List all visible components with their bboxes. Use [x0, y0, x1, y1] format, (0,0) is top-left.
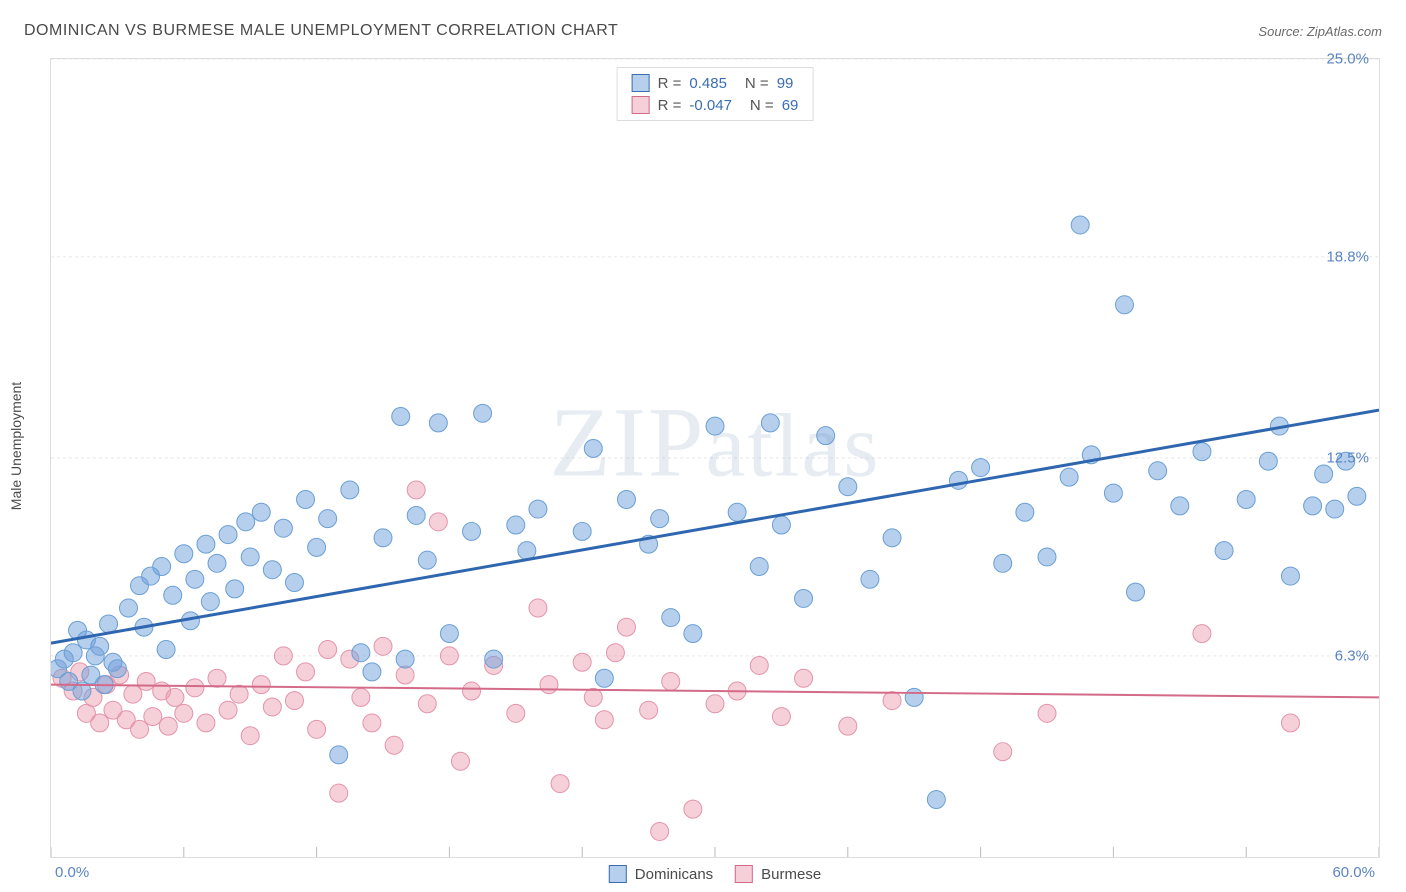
page-title: DOMINICAN VS BURMESE MALE UNEMPLOYMENT C…: [24, 22, 618, 40]
swatch-blue: [632, 74, 650, 92]
r-label: R =: [658, 75, 682, 92]
n-value-burmese: 69: [782, 97, 799, 114]
legend-item-burmese: Burmese: [735, 865, 821, 883]
source-credit: Source: ZipAtlas.com: [1258, 24, 1382, 39]
legend-row-dominicans: R = 0.485 N = 99: [632, 74, 799, 92]
y-tick-label: 6.3%: [1335, 647, 1369, 664]
legend-label-burmese: Burmese: [761, 866, 821, 883]
y-tick-label: 12.5%: [1326, 450, 1369, 467]
y-tick-label: 25.0%: [1326, 51, 1369, 68]
y-tick-label: 18.8%: [1326, 248, 1369, 265]
x-axis-min-label: 0.0%: [55, 864, 89, 881]
y-axis-label: Male Unemployment: [8, 382, 24, 510]
swatch-pink: [632, 96, 650, 114]
r-label: R =: [658, 97, 682, 114]
swatch-blue: [609, 865, 627, 883]
n-label: N =: [745, 75, 769, 92]
n-value-dominicans: 99: [777, 75, 794, 92]
correlation-legend: R = 0.485 N = 99 R = -0.047 N = 69: [617, 67, 814, 121]
legend-label-dominicans: Dominicans: [635, 866, 713, 883]
legend-item-dominicans: Dominicans: [609, 865, 713, 883]
swatch-pink: [735, 865, 753, 883]
source-value: ZipAtlas.com: [1307, 24, 1382, 39]
r-value-dominicans: 0.485: [689, 75, 727, 92]
series-legend: Dominicans Burmese: [609, 865, 821, 883]
source-label: Source:: [1258, 24, 1303, 39]
x-axis-max-label: 60.0%: [1332, 864, 1375, 881]
chart-container: ZIPatlas R = 0.485 N = 99 R = -0.047 N =…: [50, 58, 1380, 858]
legend-row-burmese: R = -0.047 N = 69: [632, 96, 799, 114]
r-value-burmese: -0.047: [689, 97, 732, 114]
scatter-plot: [51, 59, 1379, 857]
n-label: N =: [750, 97, 774, 114]
